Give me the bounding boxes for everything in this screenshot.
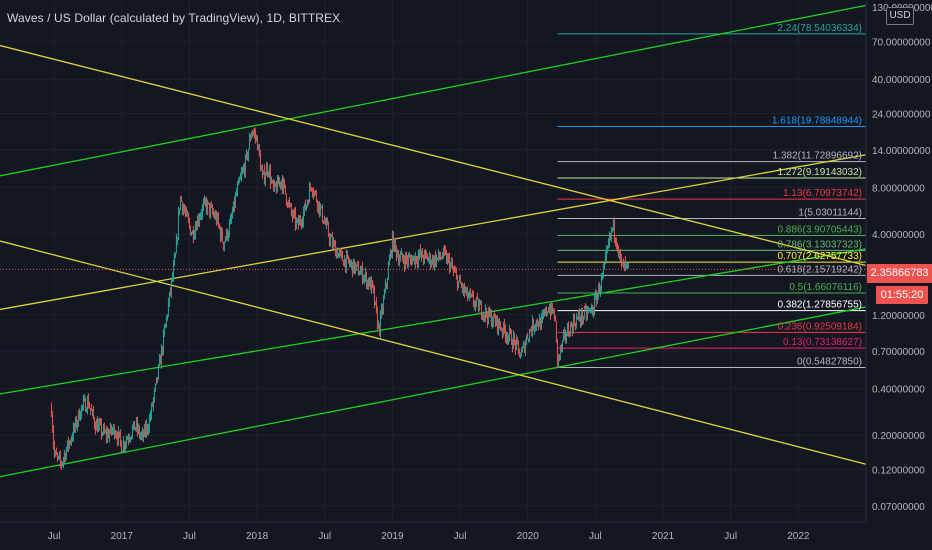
yellow-rising: [0, 154, 867, 311]
time-tick-label: Jul: [724, 531, 737, 542]
fib-label-1.13: 1.13(6.70973742): [783, 188, 862, 199]
green-channel-lower: [0, 248, 867, 395]
bar-countdown-badge: 01:55:20: [876, 286, 928, 304]
price-tick-label: 0.20000000: [872, 431, 925, 442]
time-tick-label: 2022: [787, 531, 810, 542]
time-tick-label: Jul: [183, 531, 196, 542]
yellow-resistance-upper: [0, 44, 867, 267]
price-tick-label: 0.07000000: [872, 502, 925, 513]
fib-label-2.24: 2.24(78.54036334): [777, 23, 862, 34]
fib-label-0.236: 0.236(0.92509184): [777, 321, 862, 332]
price-axis-ticks: 70.00000000 40.00000000 24.00000000 14.0000…: [872, 38, 931, 513]
green-support: [0, 306, 867, 478]
price-tick-label: 8.00000000: [872, 183, 925, 194]
fib-label-0: 0(0.54827850): [797, 356, 862, 367]
price-tick-label: 14.00000000: [872, 146, 931, 157]
price-tick-label: 70.00000000: [872, 38, 931, 49]
price-tick-label: 40.00000000: [872, 75, 931, 86]
price-tick-label: 0.12000000: [872, 466, 925, 477]
fib-label-1.272: 1.272(9.19143032): [777, 167, 862, 178]
price-tick-label: 4.00000000: [872, 230, 925, 241]
time-tick-label: 2019: [381, 531, 404, 542]
time-axis-panel[interactable]: [0, 522, 932, 550]
time-tick-label: 2018: [246, 531, 269, 542]
fib-label-0.13: 0.13(0.73138627): [783, 337, 862, 348]
currency-button[interactable]: USD: [886, 7, 914, 25]
time-tick-label: Jul: [589, 531, 602, 542]
price-tick-label: 1.20000000: [872, 311, 925, 322]
fib-label-1.618: 1.618(19.78848944): [772, 115, 862, 126]
time-tick-label: 2020: [517, 531, 540, 542]
fib-label-0.707: 0.707(2.62757733): [777, 251, 862, 262]
fibonacci-labels: 2.24(78.54036334) 1.618(19.78848944) 1.382…: [772, 23, 862, 368]
price-tick-label: 0.40000000: [872, 385, 925, 396]
fib-label-1.382: 1.382(11.72896692): [773, 151, 862, 162]
yellow-channel-lower: [0, 240, 867, 465]
fib-label-1: 1(5.03011144): [798, 208, 862, 219]
price-tick-label: 0.70000000: [872, 347, 925, 358]
price-tick-label: 24.00000000: [872, 110, 931, 121]
green-channel-upper: [0, 4, 867, 177]
grid-lines: [0, 0, 866, 522]
fib-label-0.786: 0.786(3.13037323): [777, 239, 862, 250]
last-price-badge: 2.35866783: [867, 264, 932, 283]
fib-label-0.382: 0.382(1.27856755): [777, 300, 862, 311]
time-tick-label: Jul: [318, 531, 331, 542]
fib-label-0.5: 0.5(1.66076116): [789, 282, 862, 293]
time-tick-label: 2021: [652, 531, 675, 542]
fibonacci-retracement[interactable]: [557, 33, 866, 368]
chart-title: Waves / US Dollar (calculated by Trading…: [7, 11, 341, 25]
trend-lines[interactable]: [0, 4, 867, 478]
time-tick-label: Jul: [454, 531, 467, 542]
time-tick-label: 2017: [111, 531, 134, 542]
time-axis-ticks: Jul 2017 Jul 2018 Jul 2019 Jul 2020 Jul 2021 Jul 20…: [48, 531, 810, 542]
fib-label-0.618: 0.618(2.15719242): [777, 264, 862, 275]
time-tick-label: Jul: [48, 531, 61, 542]
fib-label-0.886: 0.886(3.90705443): [777, 225, 862, 236]
